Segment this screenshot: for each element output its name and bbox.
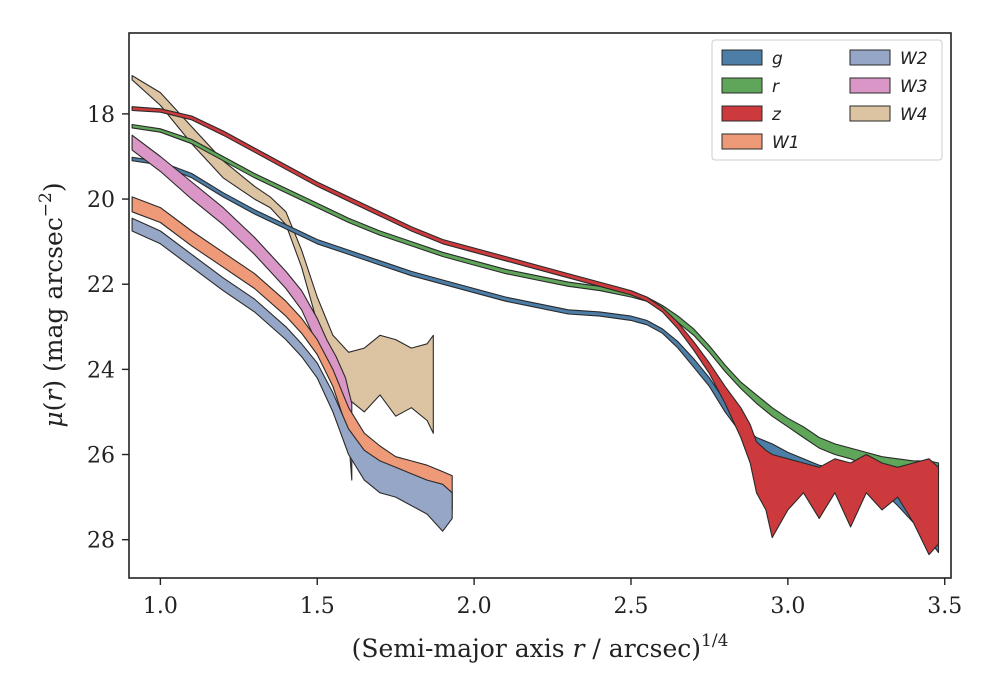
legend-label-w1: W1 — [772, 133, 800, 153]
legend-label-w4: W4 — [900, 105, 928, 125]
band-z — [131, 106, 940, 556]
band-w2 — [131, 217, 453, 532]
y-axis-title: μ(r) (mag arcsec−2) — [36, 182, 68, 427]
profile-bands — [131, 75, 940, 556]
x-tick-label: 2.0 — [457, 594, 492, 619]
y-tick-label: 18 — [87, 103, 115, 128]
legend-label-w2: W2 — [900, 49, 928, 69]
band-g — [131, 156, 940, 554]
y-axis: 18 20 22 24 26 28 — [87, 103, 129, 554]
y-tick-label: 26 — [87, 444, 115, 469]
band-w3 — [131, 134, 353, 481]
x-tick-label: 1.5 — [300, 594, 335, 619]
y-tick-label: 20 — [87, 188, 115, 213]
y-tick-label: 22 — [87, 273, 115, 298]
legend-swatch-g — [721, 49, 763, 66]
legend-box — [711, 39, 943, 161]
legend-swatch-w3 — [849, 77, 891, 94]
legend-swatch-w1 — [721, 133, 763, 150]
plot-frame — [128, 32, 952, 579]
legend-label-g: g — [772, 49, 783, 69]
legend-swatch-w2 — [849, 49, 891, 66]
legend: grz W1 W2 W3 W4 — [711, 39, 943, 161]
x-tick-label: 3.5 — [927, 594, 962, 619]
legend-swatch-w4 — [849, 105, 891, 122]
legend-label-z: z — [771, 105, 782, 125]
legend-label-r: r — [772, 77, 780, 97]
legend-swatch-r — [721, 77, 763, 94]
x-axis-title: (Semi-major axis r / arcsec)1/4 — [352, 631, 729, 663]
x-axis: 1.0 1.5 2.0 2.5 3.0 3.5 — [143, 578, 962, 619]
legend-label-w3: W3 — [900, 77, 928, 97]
y-tick-label: 28 — [87, 529, 115, 554]
band-w4 — [131, 75, 434, 434]
x-tick-label: 3.0 — [770, 594, 805, 619]
legend-swatch-z — [721, 105, 763, 122]
x-tick-label: 2.5 — [613, 594, 648, 619]
x-tick-label: 1.0 — [143, 594, 178, 619]
y-tick-label: 24 — [87, 358, 115, 383]
